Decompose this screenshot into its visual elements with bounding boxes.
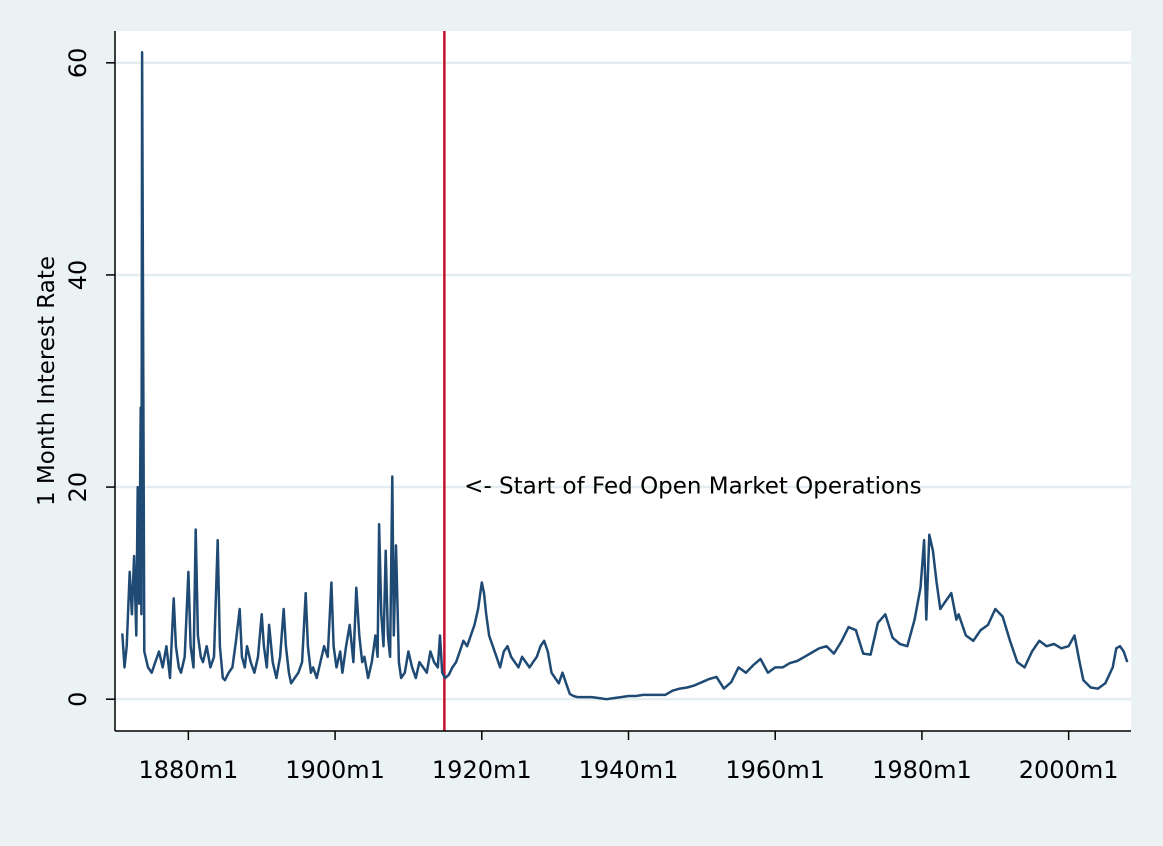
series-line-0 — [121, 50, 1129, 701]
axes: 0 20 40 60 1880m1 1900m1 1920m1 1940m1 1960m1 198… — [64, 31, 1131, 784]
x-tick-label: 1980m1 — [872, 756, 972, 784]
y-tick-label: 40 — [64, 260, 92, 291]
y-tick-label: 0 — [64, 692, 92, 707]
series-layer — [121, 50, 1129, 701]
x-tick-label: 1900m1 — [285, 756, 385, 784]
event-annotation: <- Start of Fed Open Market Operations — [464, 473, 921, 499]
x-tick-label: 1880m1 — [138, 756, 238, 784]
y-tick-label: 20 — [64, 472, 92, 503]
x-tick-label: 1960m1 — [725, 756, 825, 784]
grid-lines — [115, 61, 1131, 701]
y-axis-title: 1 Month Interest Rate — [34, 256, 60, 506]
x-tick-label: 1940m1 — [579, 756, 679, 784]
plot-area — [115, 31, 1131, 731]
x-tick-label: 2000m1 — [1019, 756, 1119, 784]
y-tick-label: 60 — [64, 48, 92, 79]
x-tick-label: 1920m1 — [432, 756, 532, 784]
